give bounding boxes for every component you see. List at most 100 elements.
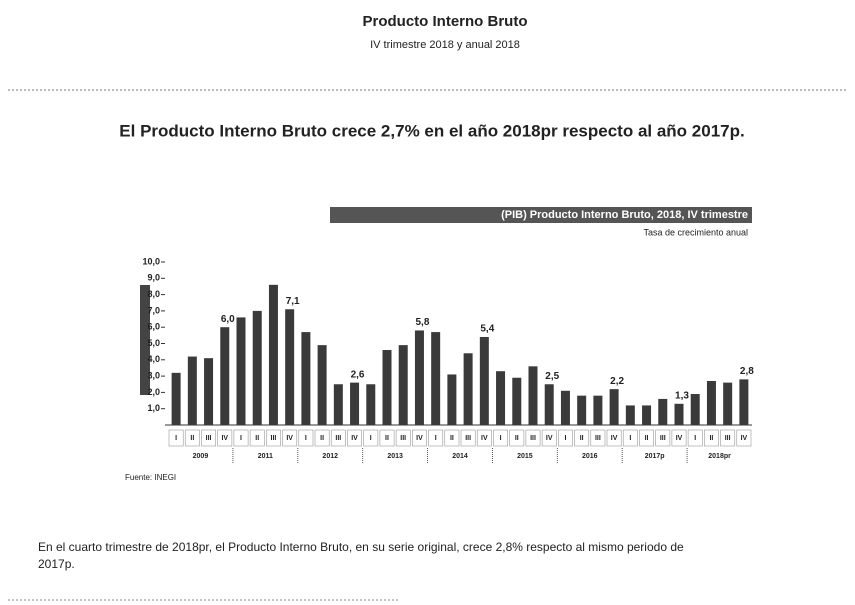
category-box [671, 429, 687, 447]
category-box [509, 429, 525, 447]
category-box [639, 429, 654, 447]
bar [236, 317, 246, 425]
bar [593, 395, 603, 425]
data-label: 6,0 [221, 314, 235, 325]
group-label: 2013 [387, 453, 403, 460]
bar [317, 345, 327, 425]
bar [560, 390, 570, 425]
x-tick-label: II [450, 435, 454, 442]
x-tick-label: III [271, 435, 277, 442]
bar [642, 405, 652, 425]
x-tick-label: III [206, 435, 212, 442]
category-box [622, 429, 638, 447]
category-box [168, 429, 184, 447]
data-label: 7,1 [286, 296, 300, 307]
y-tick-label: 4,0 [147, 354, 160, 364]
x-tick-label: III [660, 435, 666, 442]
x-tick-label: II [190, 435, 194, 442]
x-tick-label: I [305, 435, 307, 442]
data-label: 5,4 [480, 324, 494, 335]
x-tick-label: IV [481, 435, 488, 442]
group-label: 2009 [193, 453, 209, 460]
y-tick-label: 1,0 [147, 403, 160, 413]
category-box [476, 429, 492, 447]
x-tick-label: IV [221, 435, 228, 442]
x-tick-label: IV [546, 435, 553, 442]
bar [187, 356, 197, 425]
data-label: 2,6 [351, 369, 365, 380]
category-box [412, 429, 427, 447]
x-tick-label: I [240, 435, 242, 442]
x-tick-label: II [709, 435, 713, 442]
bar [431, 332, 441, 425]
category-box [460, 429, 476, 447]
x-tick-label: II [580, 435, 584, 442]
x-tick-label: I [694, 435, 696, 442]
group-label: 2015 [517, 453, 533, 460]
y-axis-band [140, 285, 150, 395]
bar [706, 380, 716, 425]
category-box [704, 429, 719, 447]
y-tick-label: 3,0 [147, 370, 160, 380]
y-tick-label: 7,0 [147, 305, 160, 315]
bar [382, 350, 392, 425]
y-tick-label: 2,0 [147, 387, 160, 397]
x-tick-label: I [175, 435, 177, 442]
data-label: 5,8 [415, 317, 429, 328]
bar [447, 374, 457, 425]
category-box [655, 429, 671, 447]
chart-subtitle: Tasa de crecimiento anual [643, 227, 748, 237]
bar [414, 330, 424, 425]
x-tick-label: IV [351, 435, 358, 442]
data-label: 2,2 [610, 376, 624, 387]
group-label: 2014 [452, 453, 468, 460]
bar [220, 327, 230, 425]
x-tick-label: III [530, 435, 536, 442]
bar [723, 382, 733, 425]
category-box [314, 429, 330, 447]
category-box [363, 429, 379, 447]
bar [350, 382, 360, 425]
group-label: 2017p [645, 453, 665, 460]
x-tick-label: I [435, 435, 437, 442]
x-tick-label: II [515, 435, 519, 442]
data-label: 2,5 [545, 371, 559, 382]
bar [252, 310, 262, 425]
x-tick-label: II [255, 435, 259, 442]
x-tick-label: III [400, 435, 406, 442]
category-box [558, 429, 573, 447]
category-box [541, 429, 557, 447]
category-box [687, 429, 703, 447]
category-box [720, 429, 736, 447]
category-box [298, 429, 314, 447]
category-box [574, 429, 590, 447]
category-box [493, 429, 508, 447]
group-label: 2018pr [708, 453, 731, 460]
x-tick-label: II [320, 435, 324, 442]
y-tick-label: 10,0 [142, 256, 160, 266]
bar [204, 358, 214, 425]
y-tick-label: 6,0 [147, 322, 160, 332]
category-box [217, 429, 233, 447]
category-box [395, 429, 411, 447]
group-label: 2012 [322, 453, 338, 460]
group-label: 2016 [582, 453, 598, 460]
bar [479, 336, 489, 425]
bar [496, 371, 506, 425]
chart-title: (PIB) Producto Interno Bruto, 2018, IV t… [501, 209, 748, 221]
x-tick-label: IV [416, 435, 423, 442]
headline: El Producto Interno Bruto crece 2,7% en … [119, 121, 744, 140]
x-tick-label: III [595, 435, 601, 442]
bar [658, 398, 668, 425]
category-box [590, 429, 606, 447]
category-box [428, 429, 444, 447]
category-box [347, 429, 362, 447]
title: Producto Interno Bruto [363, 13, 528, 30]
x-tick-label: I [370, 435, 372, 442]
category-box [606, 429, 622, 447]
bar [463, 353, 473, 425]
x-tick-label: I [629, 435, 631, 442]
category-box [201, 429, 216, 447]
